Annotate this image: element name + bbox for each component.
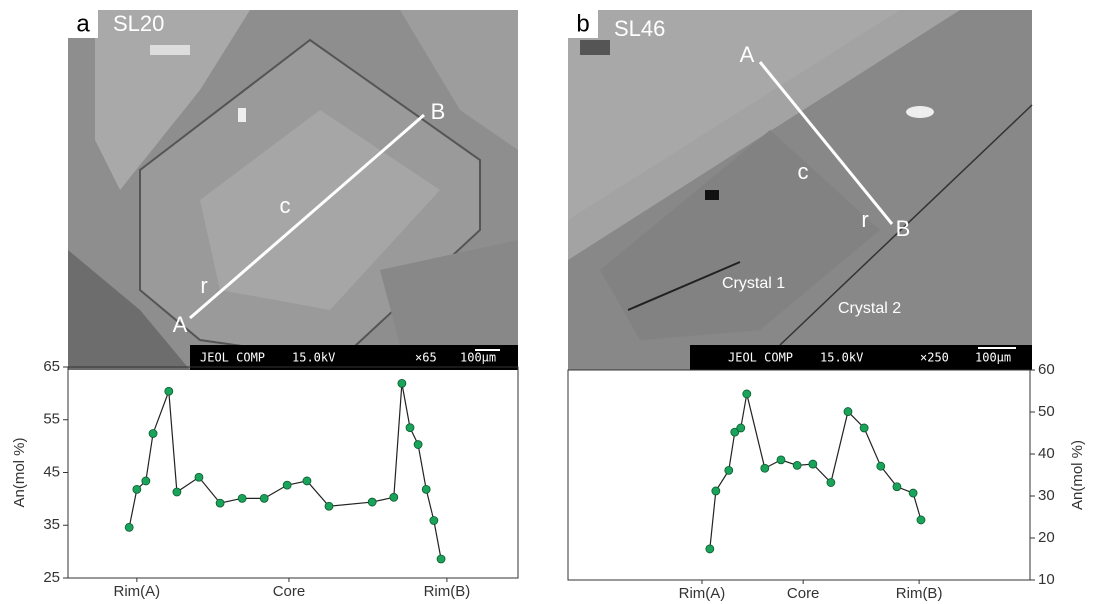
- y-axis-label: An(mol %): [11, 437, 28, 507]
- data-point: [389, 492, 399, 502]
- crystal-label: Crystal 2: [838, 300, 901, 317]
- data-point: [760, 463, 770, 473]
- zone-label: c: [798, 159, 809, 184]
- y-tick-label: 30: [1038, 487, 1055, 504]
- data-point: [124, 522, 134, 532]
- data-point: [892, 482, 902, 492]
- data-point: [259, 493, 269, 503]
- y-tick-label: 20: [1038, 529, 1055, 546]
- sample-name: SL20: [113, 11, 164, 36]
- y-tick-label: 40: [1038, 445, 1055, 462]
- sem-image-a: a SL20 A B r c JEOL COMP 15.0kV ×65 100μ…: [68, 10, 518, 370]
- y-tick-label: 60: [1038, 361, 1055, 378]
- data-point: [148, 429, 158, 438]
- data-point: [324, 501, 334, 511]
- scale-text: ×250: [920, 351, 949, 365]
- data-point: [436, 554, 446, 564]
- data-point: [792, 460, 802, 470]
- y-tick-label: 65: [43, 358, 60, 375]
- panel-label: a: [76, 10, 90, 37]
- plot-frame: [67, 366, 519, 579]
- scale-text: 100μm: [460, 351, 496, 365]
- point-label: B: [896, 216, 911, 241]
- data-point: [367, 497, 377, 507]
- y-tick-label: 35: [43, 516, 60, 533]
- point-label: B: [431, 99, 446, 124]
- scale-text: ×65: [415, 351, 437, 365]
- scale-text: 100μm: [975, 351, 1011, 365]
- data-point: [808, 459, 818, 469]
- data-point: [742, 389, 752, 399]
- x-tick-label: Rim(A): [114, 583, 161, 600]
- plot-frame: [567, 369, 1031, 581]
- y-axis-label: An(mol %): [1069, 440, 1086, 510]
- zone-label: c: [280, 193, 291, 218]
- data-line: [128, 383, 442, 560]
- zone-label: r: [861, 207, 868, 232]
- sample-name: SL46: [614, 16, 665, 41]
- data-point: [421, 484, 431, 494]
- x-tick-label: Rim(B): [896, 585, 943, 602]
- crystal-label: Crystal 1: [722, 275, 785, 292]
- point-label: A: [740, 42, 755, 67]
- y-tick-label: 10: [1038, 571, 1055, 588]
- data-point: [132, 484, 142, 494]
- data-point: [141, 476, 151, 486]
- zone-label: r: [200, 273, 207, 298]
- data-point: [215, 498, 225, 508]
- x-tick-label: Rim(B): [424, 583, 471, 600]
- x-tick-label: Core: [787, 585, 820, 602]
- data-point: [164, 386, 174, 396]
- scale-text: 15.0kV: [820, 351, 863, 365]
- y-tick-label: 50: [1038, 403, 1055, 420]
- data-line: [709, 393, 922, 549]
- data-point: [843, 407, 853, 416]
- panel-label: b: [576, 10, 589, 37]
- data-point: [705, 544, 715, 554]
- data-point: [776, 455, 786, 465]
- data-point: [730, 427, 740, 437]
- data-point: [736, 423, 746, 433]
- data-point: [859, 423, 869, 433]
- y-tick-label: 45: [43, 463, 60, 480]
- point-label: A: [173, 312, 188, 337]
- data-point: [429, 516, 439, 525]
- data-point: [405, 423, 415, 433]
- data-point: [413, 440, 423, 449]
- x-tick-label: Rim(A): [679, 585, 726, 602]
- scale-text: 15.0kV: [292, 351, 335, 365]
- data-point: [302, 476, 312, 486]
- data-point: [908, 488, 918, 498]
- scale-text: JEOL COMP: [200, 351, 265, 365]
- data-point: [724, 465, 734, 475]
- data-point: [876, 461, 886, 471]
- data-point: [237, 493, 247, 503]
- data-point: [282, 480, 292, 490]
- data-point: [826, 478, 836, 487]
- data-point: [194, 472, 204, 482]
- data-point: [711, 486, 721, 496]
- scale-text: JEOL COMP: [728, 351, 793, 365]
- x-tick-label: Core: [273, 583, 306, 600]
- sem-image-b: b SL46 A B c r Crystal 1 Crystal 2 JEOL …: [568, 10, 1033, 370]
- data-point: [397, 378, 407, 388]
- y-tick-label: 55: [43, 411, 60, 428]
- data-point: [916, 515, 926, 525]
- y-tick-label: 25: [43, 569, 60, 586]
- data-point: [172, 487, 182, 497]
